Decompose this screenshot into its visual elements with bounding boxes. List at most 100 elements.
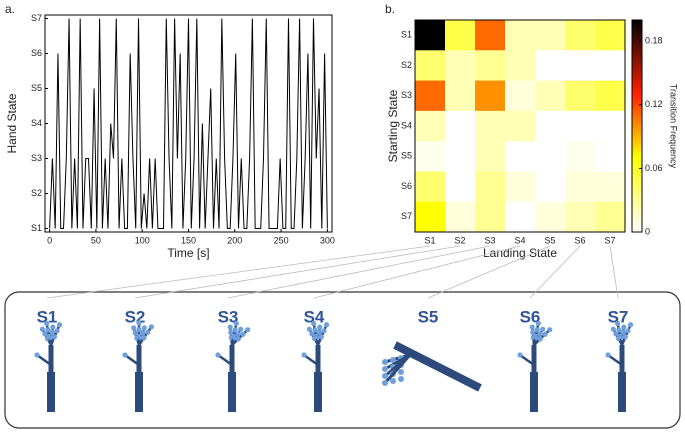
joint [535,320,541,327]
joint [54,328,60,334]
joint [51,334,58,340]
joint [312,327,318,333]
joint [323,322,330,328]
heat-cell [565,171,596,203]
panel-label: a. [5,2,15,16]
joint [245,327,251,333]
heat-cell [475,201,506,233]
joint [235,336,241,342]
joint [136,320,142,326]
connector [227,245,491,299]
thumb [217,353,233,367]
heat-cell [445,110,476,142]
arm [393,341,482,392]
x-tick-label: 200 [227,235,242,245]
hand-illustration [301,320,330,412]
x-tick-label: 50 [91,235,101,245]
joint [227,324,233,330]
y-tick-label: S5 [401,151,412,161]
heat-cell [445,201,476,233]
hand-illustration [605,320,634,412]
heat-cell [445,171,476,203]
joint [34,352,40,358]
x-tick-label: S7 [604,235,615,245]
arm [228,372,236,412]
colorbar [631,19,643,233]
y-tick-label: S3 [401,90,412,100]
colorbar-tick-label: 0.06 [645,163,663,173]
thumb [303,353,319,367]
heat-cell [565,201,596,233]
joint [316,329,322,336]
hand-label: S2 [125,307,146,326]
heat-cell [505,171,536,203]
joint [537,336,543,342]
joint [122,352,128,358]
y-tick-label: S6 [31,48,42,58]
x-tick-label: S5 [544,235,555,245]
thumb [607,353,623,367]
joint [136,327,142,333]
heat-cell [415,201,446,233]
heat-cell [595,171,626,203]
joint [317,324,323,330]
joint [390,357,396,363]
finger [383,354,412,384]
heat-cell [565,20,596,51]
joint [537,331,543,337]
heat-cell [535,141,566,172]
joint [238,326,244,332]
y-tick-label: S7 [31,13,42,23]
heat-cell [445,80,476,112]
joint [45,327,51,333]
heat-cell [415,141,446,172]
joint [620,329,626,336]
x-tick-label: S6 [574,235,585,245]
thumb [519,353,535,367]
y-tick-label: S5 [31,83,42,93]
arm [530,372,538,412]
heat-cell [475,141,506,172]
y-tick-label: S4 [31,118,42,128]
heat-cell [535,110,566,142]
heat-cell [505,201,536,233]
joint [382,359,388,365]
x-axis-label: Landing State [483,246,557,260]
heat-cell [415,171,446,203]
colorbar-tick-label: 0.18 [645,36,663,46]
joint [321,328,327,334]
y-tick-label: S6 [401,181,412,191]
heat-cell [505,110,536,142]
heat-cell [475,50,506,82]
joint [232,327,238,333]
joint [233,320,239,327]
joint [547,327,553,333]
heat-cell [565,50,596,82]
heat-cell [595,20,626,51]
joint [382,380,388,386]
hand-box [4,291,681,429]
heat-frame [414,19,626,233]
x-tick-label: S1 [424,235,435,245]
x-tick-label: 300 [320,235,335,245]
joint [627,322,634,328]
heat-cell [595,50,626,82]
joint [131,325,137,331]
heat-cell [535,80,566,112]
x-tick-label: S2 [454,235,465,245]
heat-cell [595,141,626,172]
joint [50,324,56,330]
joint [610,326,616,332]
heat-cell [565,110,596,142]
arm [618,372,626,412]
heat-cell [415,50,446,82]
colorbar-tick-label: 0 [645,226,650,236]
heat-cell [505,80,536,112]
heat-cell [475,171,506,203]
x-axis-label: Time [s] [167,246,209,260]
joint [44,320,50,327]
joint [301,352,307,358]
y-tick-label: S2 [401,60,412,70]
heat-cell [445,141,476,172]
